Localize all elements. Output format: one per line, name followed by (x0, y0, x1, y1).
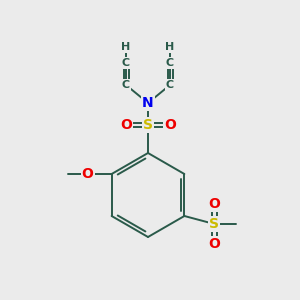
Text: N: N (142, 96, 154, 110)
Text: O: O (208, 237, 220, 251)
Text: C: C (166, 80, 174, 90)
Text: S: S (209, 217, 219, 231)
Text: C: C (166, 58, 174, 68)
Text: S: S (143, 118, 153, 132)
Text: C: C (122, 80, 130, 90)
Text: O: O (120, 118, 132, 132)
Text: H: H (165, 42, 175, 52)
Text: O: O (82, 167, 94, 181)
Text: H: H (122, 42, 130, 52)
Text: O: O (208, 197, 220, 211)
Text: C: C (122, 58, 130, 68)
Text: O: O (164, 118, 176, 132)
